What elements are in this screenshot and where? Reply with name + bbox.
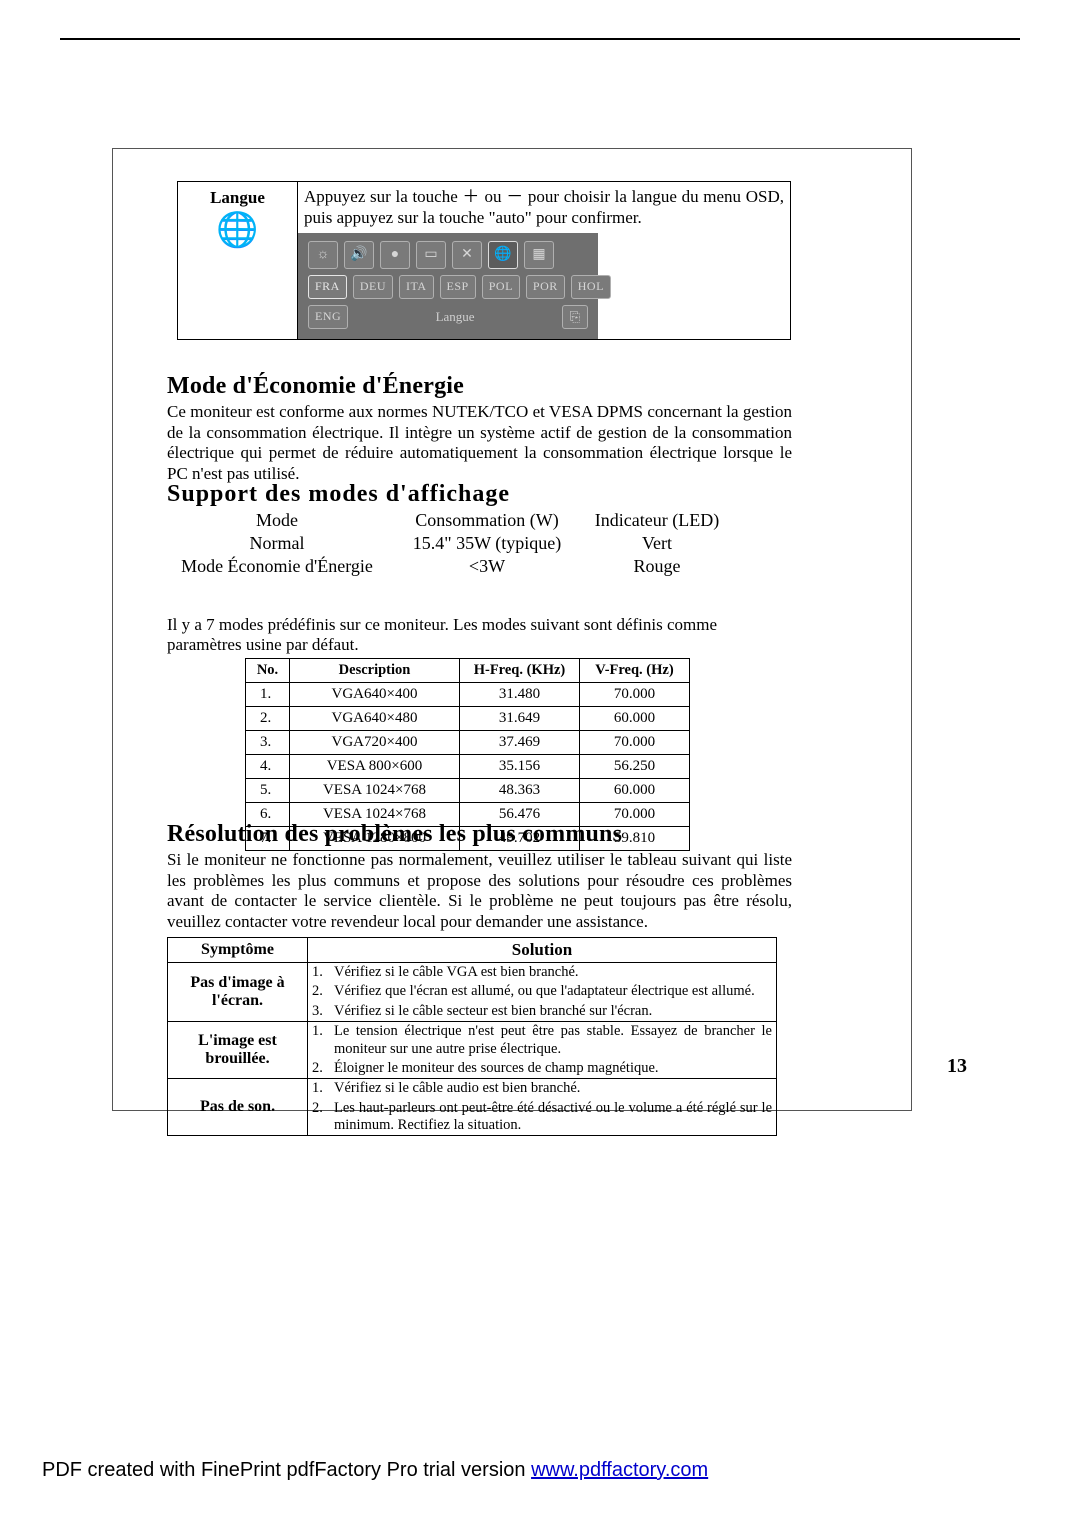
footer-link[interactable]: www.pdffactory.com [531, 1459, 708, 1481]
symptom-cell: Pas de son. [168, 1079, 308, 1136]
mode-cell: 15.4" 35W (typique) [387, 533, 587, 554]
mode-cell: Vert [587, 533, 727, 554]
table-row: Pas d'image à l'écran. 1.Vérifiez si le … [168, 962, 777, 1021]
osd-lang: ESP [440, 275, 476, 299]
mode-header: Mode [167, 510, 387, 531]
col-no: No. [246, 658, 290, 682]
osd-title: Langue [348, 309, 562, 325]
osd-lang: ITA [399, 275, 434, 299]
preset-intro: Il y a 7 modes prédéfinis sur ce moniteu… [167, 615, 792, 656]
table-row: 3.VGA720×40037.46970.000 [246, 730, 690, 754]
col-symptom: Symptôme [168, 937, 308, 962]
support-title: Support des modes d'affichage [167, 481, 792, 508]
energy-paragraph: Ce moniteur est conforme aux normes NUTE… [167, 402, 792, 485]
support-section: Support des modes d'affichage Mode Conso… [167, 481, 792, 851]
osd-icon: ☼ [308, 241, 338, 269]
mode-header: Consommation (W) [387, 510, 587, 531]
langue-right-cell: Appuyez sur la touche ＋ ou － pour choisi… [298, 182, 791, 340]
osd-lang: DEU [353, 275, 393, 299]
trouble-title: Résolution des problèmes les plus commun… [167, 821, 792, 848]
trouble-table: Symptôme Solution Pas d'image à l'écran.… [167, 937, 777, 1137]
osd-lang: POR [526, 275, 565, 299]
osd-icon-row: ☼ 🔊 ● ▭ ✕ 🌐 ▦ [308, 241, 588, 269]
osd-lang-selected: FRA [308, 275, 347, 299]
energy-section: Mode d'Économie d'Énergie Ce moniteur es… [167, 373, 792, 485]
osd-screenshot: ☼ 🔊 ● ▭ ✕ 🌐 ▦ FRA DEU ITA ESP [298, 233, 598, 339]
col-solution: Solution [308, 937, 777, 962]
osd-lang: HOL [571, 275, 611, 299]
col-desc: Description [290, 658, 460, 682]
symptom-cell: L'image est brouillée. [168, 1022, 308, 1079]
osd-lang: ENG [308, 305, 348, 329]
table-row: 4.VESA 800×60035.15656.250 [246, 754, 690, 778]
mode-cell: Rouge [587, 556, 727, 577]
langue-label-cell: Langue 🌐 [178, 182, 298, 340]
trouble-paragraph: Si le moniteur ne fonctionne pas normale… [167, 850, 792, 933]
osd-title-row: ENG Langue ⎘ [308, 305, 588, 329]
solution-cell: 1.Vérifiez si le câble VGA est bien bran… [308, 962, 777, 1021]
content-frame: Langue 🌐 Appuyez sur la touche ＋ ou － po… [112, 148, 912, 1111]
table-row: Pas de son. 1.Vérifiez si le câble audio… [168, 1079, 777, 1136]
table-row: L'image est brouillée. 1.Le tension élec… [168, 1022, 777, 1079]
col-vfreq: V-Freq. (Hz) [580, 658, 690, 682]
footer-text: PDF created with FinePrint pdfFactory Pr… [42, 1459, 531, 1481]
mode-cell: Mode Économie d'Énergie [167, 556, 387, 577]
langue-table: Langue 🌐 Appuyez sur la touche ＋ ou － po… [177, 181, 791, 340]
mode-grid: Mode Consommation (W) Indicateur (LED) N… [167, 510, 792, 577]
osd-icon-selected: 🌐 [488, 241, 518, 269]
pdf-footer: PDF created with FinePrint pdfFactory Pr… [42, 1459, 708, 1482]
page-number: 13 [947, 1055, 967, 1078]
table-row: Symptôme Solution [168, 937, 777, 962]
table-row: No. Description H-Freq. (KHz) V-Freq. (H… [246, 658, 690, 682]
mode-header: Indicateur (LED) [587, 510, 727, 531]
table-row: 2.VGA640×48031.64960.000 [246, 706, 690, 730]
osd-icon: ✕ [452, 241, 482, 269]
osd-lang: POL [482, 275, 520, 299]
langue-instruction: Appuyez sur la touche ＋ ou － pour choisi… [298, 182, 790, 233]
energy-title: Mode d'Économie d'Énergie [167, 373, 792, 400]
solution-cell: 1.Vérifiez si le câble audio est bien br… [308, 1079, 777, 1136]
mode-cell: <3W [387, 556, 587, 577]
header-rule [60, 38, 1020, 40]
langue-label: Langue [182, 188, 293, 208]
table-row: 1.VGA640×40031.48070.000 [246, 682, 690, 706]
page: Langue 🌐 Appuyez sur la touche ＋ ou － po… [0, 0, 1080, 1526]
solution-cell: 1.Le tension électrique n'est peut être … [308, 1022, 777, 1079]
mode-cell: Normal [167, 533, 387, 554]
exit-icon: ⎘ [562, 305, 588, 329]
osd-lang-row: FRA DEU ITA ESP POL POR HOL [308, 275, 588, 299]
globe-icon: 🌐 [182, 214, 293, 248]
osd-icon: 🔊 [344, 241, 374, 269]
osd-icon: ▭ [416, 241, 446, 269]
trouble-section: Résolution des problèmes les plus commun… [167, 821, 792, 1136]
table-row: 5.VESA 1024×76848.36360.000 [246, 778, 690, 802]
osd-icon: ● [380, 241, 410, 269]
osd-icon: ▦ [524, 241, 554, 269]
symptom-cell: Pas d'image à l'écran. [168, 962, 308, 1021]
col-hfreq: H-Freq. (KHz) [460, 658, 580, 682]
